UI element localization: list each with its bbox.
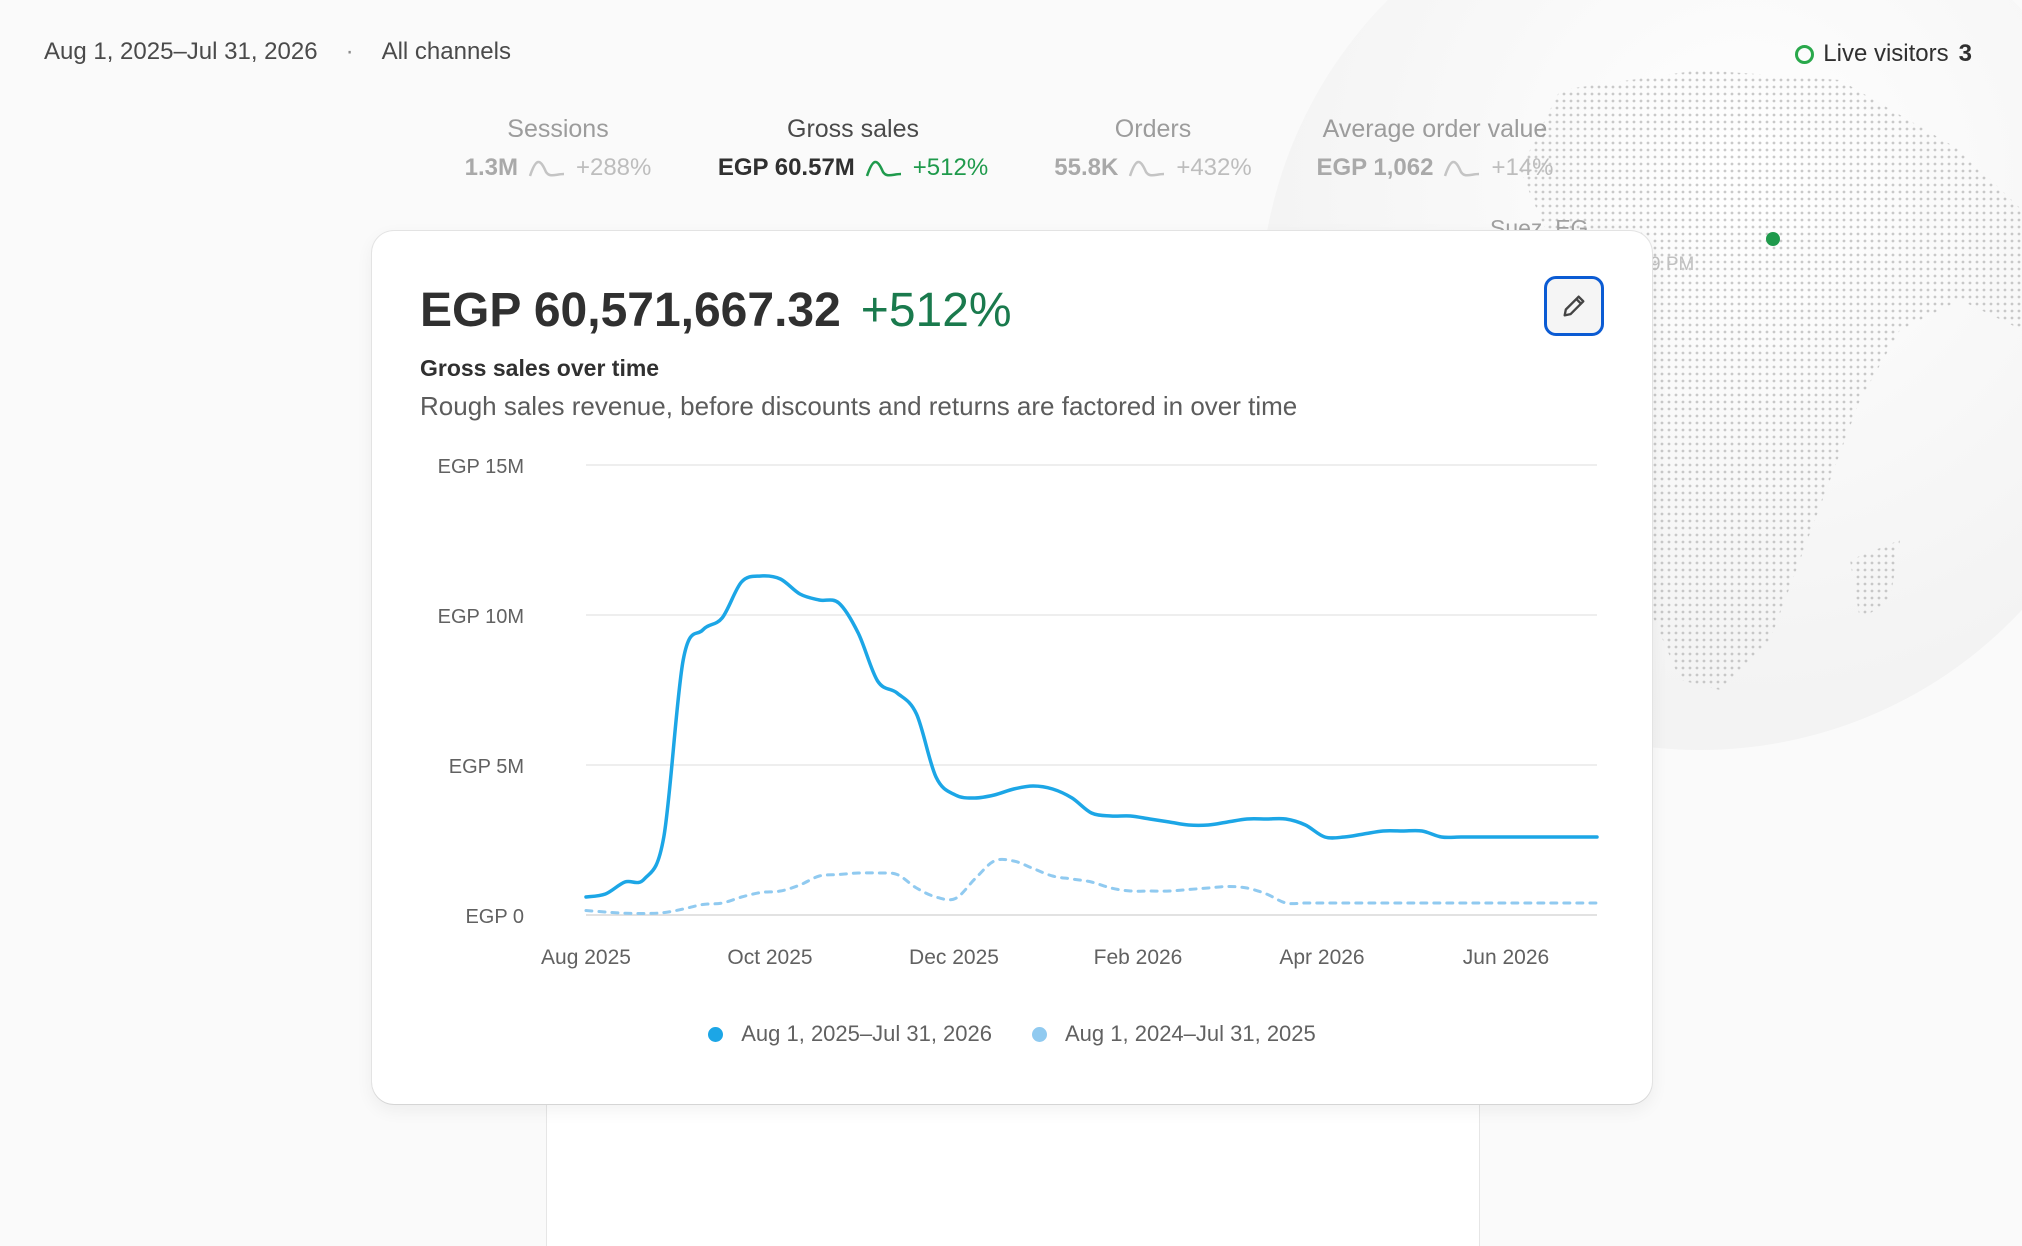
metric-label: Sessions <box>507 115 609 143</box>
card-title: Gross sales over time <box>420 355 660 381</box>
metric-change: +432% <box>1176 154 1252 181</box>
date-range-filter[interactable]: Aug 1, 2025–Jul 31, 2026 <box>44 38 318 65</box>
chart-gridlines <box>586 464 1597 916</box>
metric-label: Average order value <box>1322 115 1548 143</box>
pencil-icon <box>1563 295 1585 317</box>
gross-sales-chart: EGP 15M EGP 10M EGP 5M EGP 0 Aug 2025 Oct 20… <box>438 456 1599 969</box>
y-tick-label: EGP 15M <box>438 456 524 478</box>
globe-time-label: 9 PM <box>1650 254 1694 275</box>
sparkline-icon <box>865 160 901 177</box>
series-line-current <box>584 574 1599 899</box>
legend-label: Aug 1, 2024–Jul 31, 2025 <box>1065 1021 1316 1046</box>
metric-value: 55.8K <box>1054 154 1119 181</box>
metric-change: +288% <box>575 154 652 181</box>
metric-label: Gross sales <box>787 115 919 143</box>
x-tick-label: Dec 2025 <box>909 946 999 969</box>
live-visitors-label: Live visitors <box>1823 40 1949 67</box>
metric-value: EGP 60.57M <box>717 154 855 181</box>
x-tick-label: Jun 2026 <box>1463 946 1549 969</box>
card-header: EGP 60,571,667.32 +512% <box>420 283 1012 338</box>
chart-series <box>584 574 1599 916</box>
live-status-icon <box>1795 44 1815 64</box>
gross-sales-card: EGP 60,571,667.32 +512% Gross sales over… <box>372 231 1652 1104</box>
metric-change: +512% <box>912 154 989 181</box>
live-location-marker <box>1766 232 1780 246</box>
x-axis-ticks: Aug 2025 Oct 2025 Dec 2025 Feb 2026 Apr 2026… <box>541 946 1549 969</box>
metric-tabs: Sessions 1.3M +288% Gross sales EGP 60.5… <box>0 115 2022 195</box>
metric-tab-gross-sales[interactable]: Gross sales EGP 60.57M +512% <box>700 115 1006 182</box>
filter-bar: Aug 1, 2025–Jul 31, 2026 · All channels <box>44 38 511 66</box>
metric-value: EGP 1,062 <box>1316 154 1434 181</box>
metric-tab-orders[interactable]: Orders 55.8K +432% <box>1030 115 1276 182</box>
y-tick-label: EGP 5M <box>449 756 524 778</box>
x-tick-label: Feb 2026 <box>1094 946 1183 969</box>
legend-swatch <box>708 1026 724 1042</box>
metric-tab-sessions[interactable]: Sessions 1.3M +288% <box>430 115 686 182</box>
metric-value: 1.3M <box>464 154 518 181</box>
metric-label: Orders <box>1114 115 1192 143</box>
sparkline-icon <box>1444 160 1480 177</box>
metric-tab-average-order-value[interactable]: Average order value EGP 1,062 +14% <box>1300 115 1570 182</box>
total-change: +512% <box>860 284 1012 337</box>
y-tick-label: EGP 0 <box>465 906 524 928</box>
legend-item-current[interactable]: Aug 1, 2025–Jul 31, 2026 <box>708 1021 992 1047</box>
sparkline-icon <box>528 160 565 177</box>
legend-item-previous[interactable]: Aug 1, 2024–Jul 31, 2025 <box>1032 1021 1316 1047</box>
chart-legend: Aug 1, 2025–Jul 31, 2026 Aug 1, 2024–Jul… <box>372 1021 1652 1047</box>
card-description: Rough sales revenue, before discounts an… <box>420 391 1298 421</box>
legend-swatch <box>1032 1026 1047 1042</box>
live-visitors-count: 3 <box>1958 40 1972 67</box>
channel-filter[interactable]: All channels <box>381 38 511 65</box>
series-line-previous <box>584 857 1599 916</box>
y-axis-ticks: EGP 15M EGP 10M EGP 5M EGP 0 <box>438 456 524 928</box>
x-tick-label: Apr 2026 <box>1279 946 1364 969</box>
background-panel <box>546 1100 1480 1246</box>
sparkline-icon <box>1129 160 1165 177</box>
legend-label: Aug 1, 2025–Jul 31, 2026 <box>741 1021 992 1046</box>
x-tick-label: Oct 2025 <box>727 946 812 969</box>
x-tick-label: Aug 2025 <box>541 946 631 969</box>
metric-change: +14% <box>1491 154 1554 181</box>
y-tick-label: EGP 10M <box>438 606 524 628</box>
edit-button[interactable] <box>1544 276 1604 336</box>
filter-separator: · <box>345 38 354 65</box>
live-visitors[interactable]: Live visitors 3 <box>1795 40 1972 68</box>
total-value: EGP 60,571,667.32 <box>420 284 841 337</box>
